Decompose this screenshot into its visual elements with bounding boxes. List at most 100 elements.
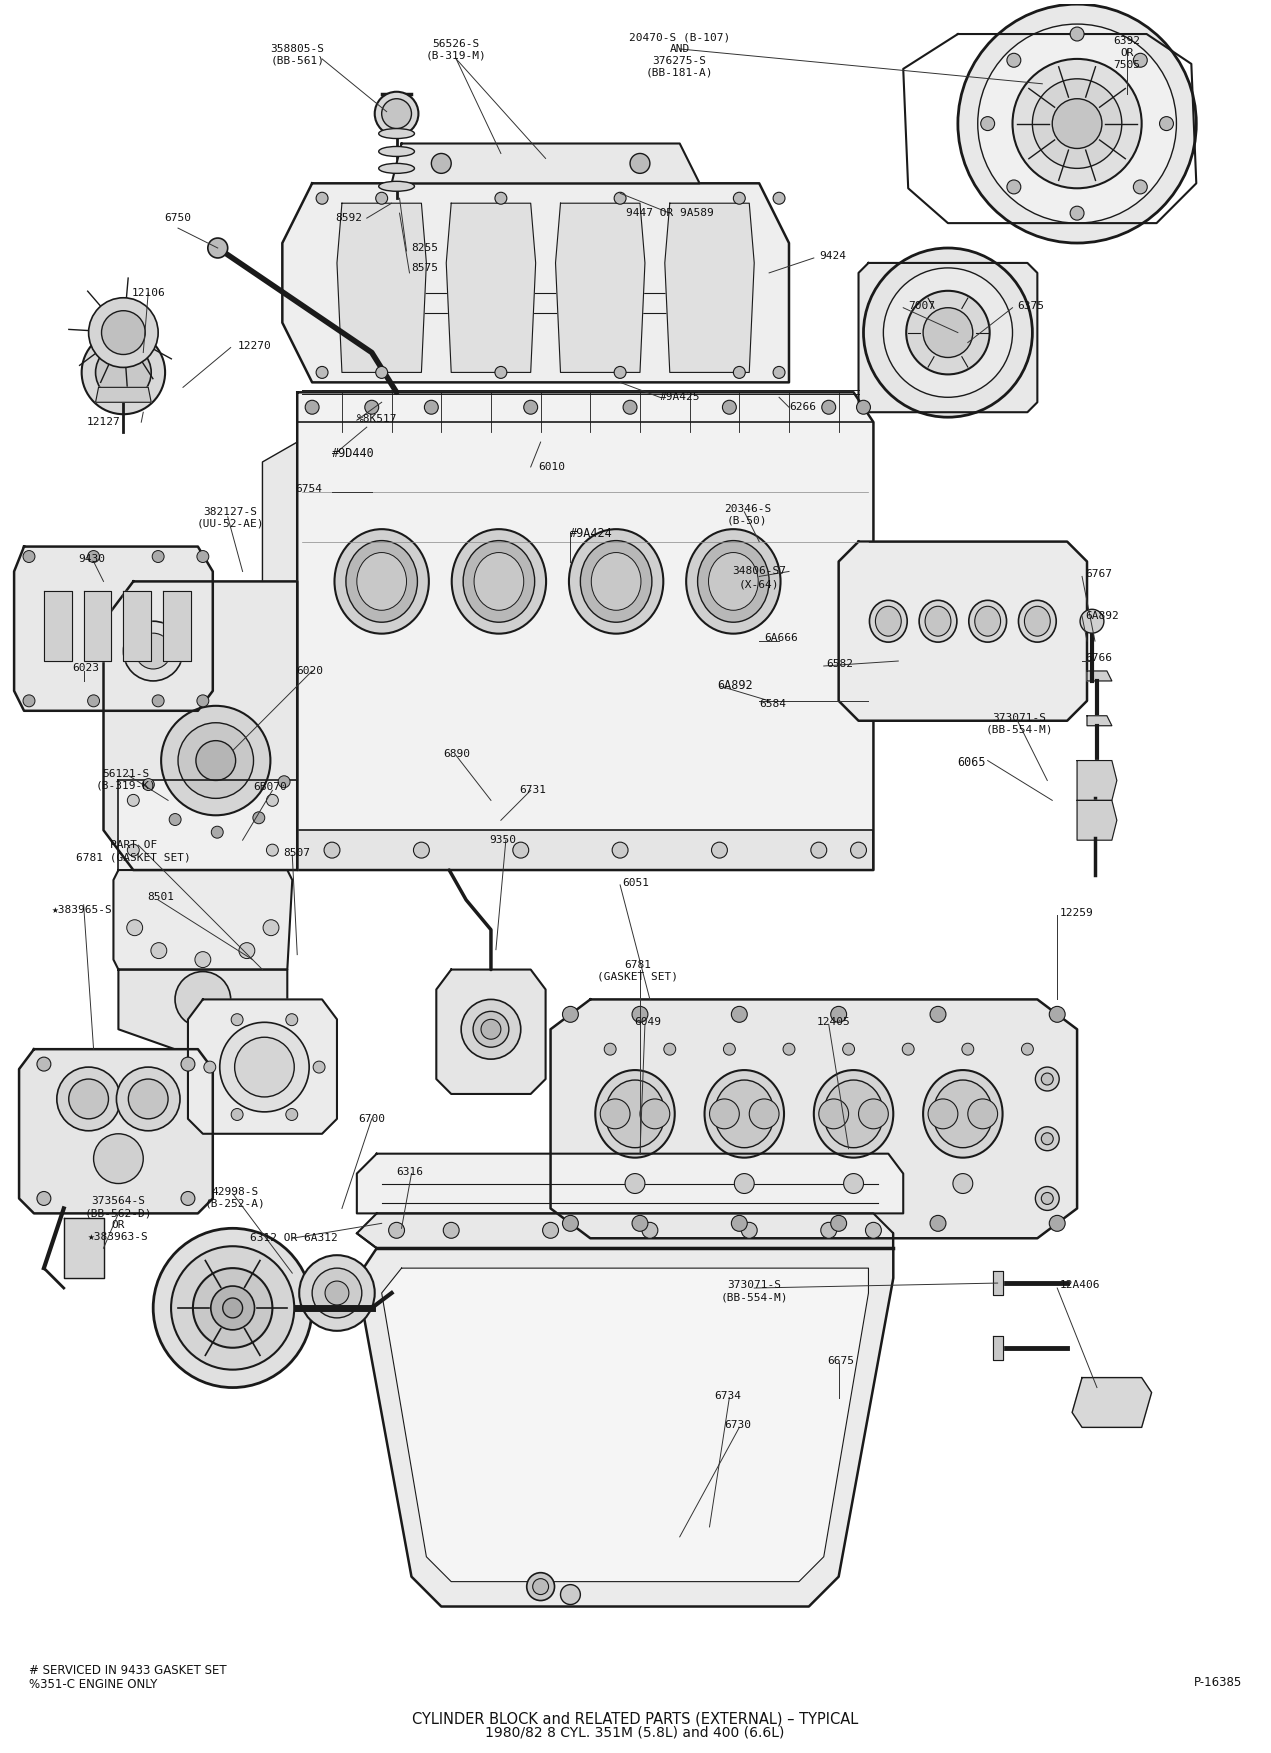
Circle shape xyxy=(37,1192,51,1206)
Text: 6051: 6051 xyxy=(622,878,649,889)
Ellipse shape xyxy=(379,163,414,174)
Circle shape xyxy=(1036,1187,1059,1210)
Text: OR: OR xyxy=(112,1220,125,1231)
Circle shape xyxy=(127,920,142,936)
Circle shape xyxy=(381,98,412,128)
Circle shape xyxy=(1134,181,1148,195)
Circle shape xyxy=(1007,181,1021,195)
Circle shape xyxy=(23,550,36,563)
Circle shape xyxy=(151,943,167,959)
Ellipse shape xyxy=(919,600,957,642)
Circle shape xyxy=(741,1222,758,1238)
Circle shape xyxy=(128,1080,168,1118)
Circle shape xyxy=(69,1080,108,1118)
Text: 6754: 6754 xyxy=(295,484,322,494)
Circle shape xyxy=(630,154,649,174)
Text: AND: AND xyxy=(670,44,690,54)
Text: (BB-181-A): (BB-181-A) xyxy=(646,68,713,77)
Circle shape xyxy=(153,694,164,706)
Ellipse shape xyxy=(346,540,417,622)
Ellipse shape xyxy=(591,552,641,610)
Circle shape xyxy=(127,845,140,855)
Circle shape xyxy=(305,400,319,414)
Ellipse shape xyxy=(605,1080,665,1148)
Polygon shape xyxy=(1087,671,1112,680)
Circle shape xyxy=(733,366,745,379)
Circle shape xyxy=(154,1229,313,1388)
Text: #9A425: #9A425 xyxy=(660,393,700,401)
Circle shape xyxy=(844,1173,863,1194)
Ellipse shape xyxy=(1024,607,1050,636)
Polygon shape xyxy=(550,999,1077,1238)
Circle shape xyxy=(494,366,507,379)
Circle shape xyxy=(623,400,637,414)
Text: 6750: 6750 xyxy=(164,214,192,223)
Ellipse shape xyxy=(813,1069,894,1157)
Polygon shape xyxy=(297,831,873,869)
Circle shape xyxy=(175,971,230,1027)
Circle shape xyxy=(196,742,235,780)
Circle shape xyxy=(866,1222,881,1238)
Circle shape xyxy=(1041,1132,1054,1145)
Ellipse shape xyxy=(708,552,759,610)
Ellipse shape xyxy=(876,607,901,636)
Circle shape xyxy=(733,193,745,203)
Circle shape xyxy=(23,694,36,706)
Ellipse shape xyxy=(357,552,407,610)
Text: 6312 OR 6A312: 6312 OR 6A312 xyxy=(250,1234,338,1243)
Text: 12270: 12270 xyxy=(238,340,272,351)
Circle shape xyxy=(811,841,826,857)
Circle shape xyxy=(178,722,253,798)
Circle shape xyxy=(324,841,339,857)
Circle shape xyxy=(365,400,379,414)
Circle shape xyxy=(286,1108,297,1120)
Ellipse shape xyxy=(379,128,414,138)
Text: 373071-S: 373071-S xyxy=(727,1280,782,1290)
Circle shape xyxy=(1070,26,1084,40)
Circle shape xyxy=(88,550,99,563)
Text: 6A666: 6A666 xyxy=(764,633,798,643)
Circle shape xyxy=(981,117,995,130)
Text: ★383963-S: ★383963-S xyxy=(88,1232,149,1243)
Circle shape xyxy=(906,291,990,375)
Circle shape xyxy=(263,920,278,936)
Circle shape xyxy=(253,812,264,824)
Circle shape xyxy=(37,1057,51,1071)
Circle shape xyxy=(831,1215,846,1231)
Ellipse shape xyxy=(686,529,780,633)
Text: 6316: 6316 xyxy=(397,1166,423,1176)
Circle shape xyxy=(375,91,418,135)
Text: 42998-S: 42998-S xyxy=(211,1187,258,1197)
Text: 9430: 9430 xyxy=(78,554,105,563)
Circle shape xyxy=(563,1215,578,1231)
Circle shape xyxy=(709,1099,740,1129)
Polygon shape xyxy=(1077,801,1117,840)
Ellipse shape xyxy=(704,1069,784,1157)
Text: %8K517: %8K517 xyxy=(357,414,398,424)
Text: (X-64): (X-64) xyxy=(738,580,779,589)
Circle shape xyxy=(958,4,1196,244)
Circle shape xyxy=(208,238,228,258)
Polygon shape xyxy=(14,547,212,710)
Ellipse shape xyxy=(334,529,428,633)
Text: # SERVICED IN 9433 GASKET SET: # SERVICED IN 9433 GASKET SET xyxy=(29,1664,226,1678)
Text: 20470-S (B-107): 20470-S (B-107) xyxy=(629,32,731,42)
Circle shape xyxy=(1007,53,1021,67)
Polygon shape xyxy=(665,203,754,372)
Circle shape xyxy=(299,1255,375,1331)
Text: 12106: 12106 xyxy=(131,287,165,298)
Text: 6375: 6375 xyxy=(1018,302,1045,310)
Circle shape xyxy=(967,1099,998,1129)
Circle shape xyxy=(883,268,1013,398)
Circle shape xyxy=(977,25,1177,223)
Text: 7007: 7007 xyxy=(909,302,935,310)
Ellipse shape xyxy=(869,600,907,642)
Circle shape xyxy=(313,1267,362,1318)
Text: 9350: 9350 xyxy=(489,834,516,845)
Text: 8255: 8255 xyxy=(412,244,438,252)
Circle shape xyxy=(211,826,224,838)
Text: 6675: 6675 xyxy=(827,1355,854,1366)
Circle shape xyxy=(57,1068,121,1131)
Circle shape xyxy=(1022,1043,1033,1055)
Polygon shape xyxy=(337,203,426,372)
